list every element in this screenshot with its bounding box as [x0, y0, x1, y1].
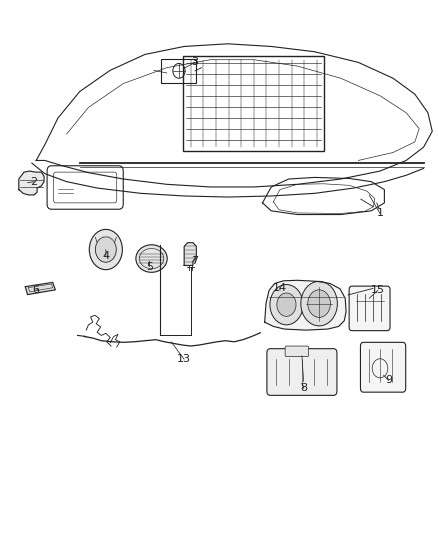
Circle shape [277, 293, 296, 317]
Text: 4: 4 [102, 251, 110, 261]
Text: 1: 1 [377, 208, 384, 219]
Text: 9: 9 [385, 375, 392, 385]
Circle shape [301, 281, 337, 326]
FancyBboxPatch shape [267, 349, 337, 395]
Ellipse shape [136, 245, 167, 272]
Text: 3: 3 [191, 58, 198, 67]
Circle shape [89, 229, 122, 270]
Text: 13: 13 [177, 354, 191, 364]
Polygon shape [184, 243, 196, 265]
Polygon shape [265, 280, 346, 330]
Text: 8: 8 [300, 383, 307, 393]
Circle shape [270, 285, 303, 325]
Text: 15: 15 [371, 285, 385, 295]
Text: 2: 2 [31, 176, 38, 187]
Text: 5: 5 [146, 262, 153, 271]
Text: 7: 7 [191, 256, 198, 266]
Text: 6: 6 [33, 285, 40, 295]
Circle shape [95, 237, 116, 262]
Polygon shape [19, 171, 44, 195]
FancyBboxPatch shape [349, 286, 390, 330]
Polygon shape [25, 282, 55, 295]
FancyBboxPatch shape [360, 342, 406, 392]
Text: 14: 14 [273, 282, 287, 293]
Circle shape [308, 290, 330, 317]
FancyBboxPatch shape [285, 346, 309, 357]
